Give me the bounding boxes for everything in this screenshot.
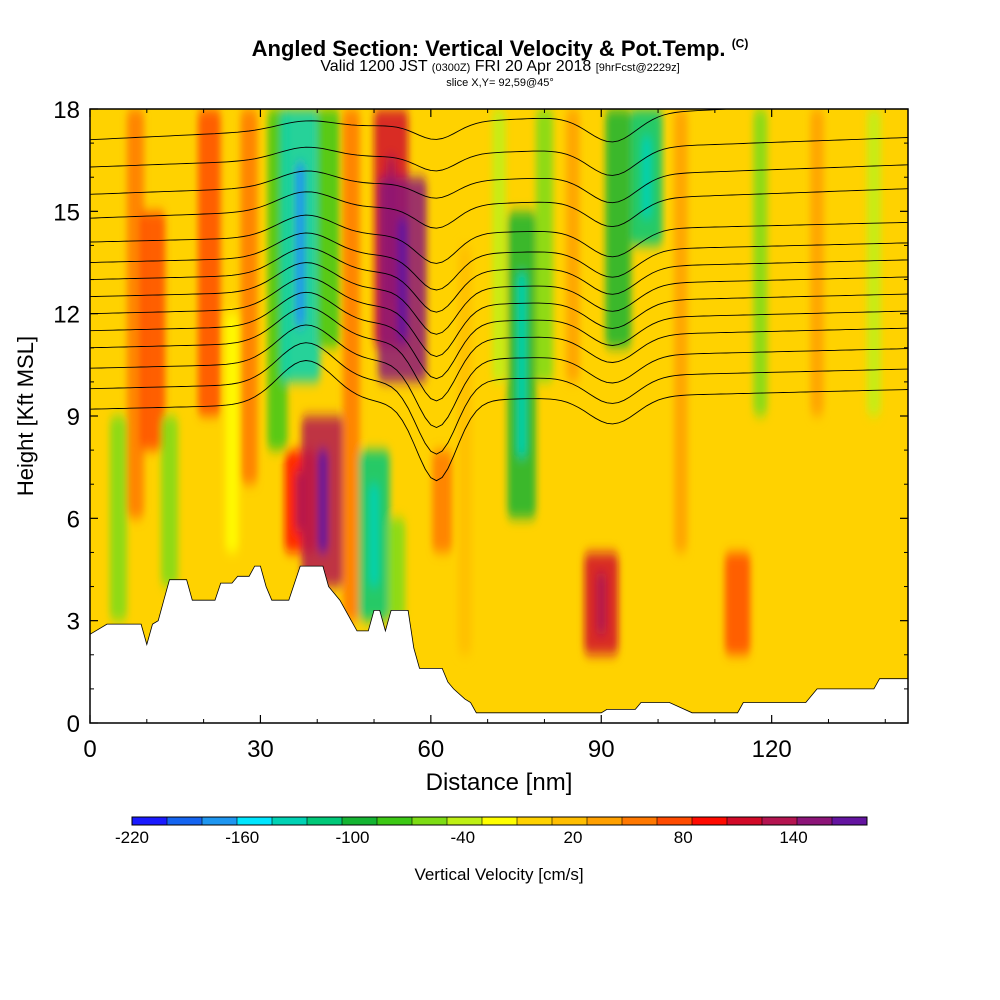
colorbar-swatch (622, 817, 658, 825)
velocity-column-2 (139, 211, 166, 451)
theta-isoline-13 (90, 109, 739, 143)
velocity-core-25 (641, 136, 652, 219)
y-tick-label: 3 (67, 609, 80, 636)
velocity-column-5 (225, 313, 239, 553)
velocity-column-3 (161, 416, 179, 587)
chart-subtitle: Valid 1200 JST (0300Z) FRI 20 Apr 2018 [… (320, 58, 680, 75)
colorbar-swatch (832, 817, 868, 825)
theta-isoline-1 (90, 342, 908, 455)
colorbar-swatch (552, 817, 588, 825)
chart-title: Angled Section: Vertical Velocity & Pot.… (251, 36, 749, 61)
terrain (89, 565, 909, 724)
colorbar-tick-label: 80 (674, 828, 693, 847)
colorbar-swatch (342, 817, 378, 825)
velocity-column-28 (753, 109, 768, 416)
colorbar-swatch (132, 817, 168, 825)
theta-isoline-11 (90, 164, 908, 204)
x-axis-label: Distance [nm] (426, 769, 573, 796)
colorbar-swatch (167, 817, 203, 825)
theta-isoline-2 (90, 324, 908, 428)
x-tick-label: 30 (247, 736, 274, 763)
x-tick-label: 60 (417, 736, 444, 763)
velocity-column-6 (240, 109, 258, 485)
y-tick-label: 15 (53, 199, 80, 226)
colorbar-tick-label: -220 (115, 828, 149, 847)
theta-isoline-0 (90, 360, 908, 482)
colorbar-tick-label: 140 (779, 828, 807, 847)
colorbar-swatch (202, 817, 238, 825)
colorbar-swatch (447, 817, 483, 825)
y-tick-label: 0 (67, 711, 80, 738)
theta-isoline-12 (90, 137, 908, 176)
theta-isoline-4 (90, 291, 908, 380)
velocity-column-21 (535, 109, 553, 382)
colorbar-swatch (482, 817, 518, 825)
velocity-column-24 (605, 109, 632, 348)
colorbar-swatch (377, 817, 413, 825)
theta-isoline-10 (90, 188, 908, 229)
colorbar-swatch (272, 817, 308, 825)
x-tick-label: 0 (83, 736, 96, 763)
colorbar-label: Vertical Velocity [cm/s] (414, 865, 583, 884)
theta-isoline-3 (90, 306, 908, 402)
velocity-column-0 (109, 416, 127, 621)
velocity-column-19 (492, 109, 506, 382)
theta-isoline-7 (90, 247, 908, 313)
colorbar-swatch (412, 817, 448, 825)
colorbar-swatch (797, 817, 833, 825)
velocity-column-17 (432, 450, 453, 553)
velocity-column-16 (388, 518, 406, 621)
colorbar-swatch (692, 817, 728, 825)
velocity-core-15 (397, 218, 408, 341)
colorbar-swatch (727, 817, 763, 825)
colorbar-swatch (307, 817, 343, 825)
y-tick-label: 18 (53, 97, 80, 124)
colorbar: -220 -160 -100 -40 20 80 140 (115, 816, 868, 847)
axes: 0 30 60 90 120 0 3 6 9 12 15 18 (53, 97, 908, 763)
x-tick-label: 120 (752, 736, 792, 763)
velocity-core-10 (317, 450, 329, 553)
velocity-core-23 (596, 572, 607, 635)
velocity-column-11 (317, 109, 340, 348)
theta-contours (90, 109, 908, 482)
theta-isoline-6 (90, 262, 908, 335)
velocity-core-13 (368, 484, 380, 587)
colorbar-swatch (587, 817, 623, 825)
velocity-column-12 (342, 109, 360, 621)
y-tick-label: 9 (67, 404, 80, 431)
theta-isoline-5 (90, 276, 908, 357)
y-tick-label: 6 (67, 506, 80, 533)
colorbar-tick-label: 20 (564, 828, 583, 847)
velocity-column-30 (867, 109, 881, 416)
velocity-core-20 (516, 272, 527, 457)
y-axis-label: Height [Kft MSL] (13, 336, 38, 496)
colorbar-tick-label: -100 (335, 828, 369, 847)
colorbar-swatch (657, 817, 693, 825)
velocity-column-22 (566, 109, 580, 382)
y-tick-label: 12 (53, 302, 80, 329)
terrain-mask (89, 565, 909, 724)
velocity-column-18 (458, 245, 472, 655)
velocity-column-26 (673, 109, 688, 553)
chart-slice-label: slice X,Y= 92,59@45° (446, 77, 554, 89)
title-units-tag: (C) (731, 36, 749, 51)
colorbar-tick-label: -160 (225, 828, 259, 847)
theta-isoline-8 (90, 232, 908, 291)
colorbar-swatch (762, 817, 798, 825)
velocity-columns (109, 109, 881, 655)
theta-isoline-9 (90, 214, 908, 264)
velocity-core-8 (295, 163, 306, 328)
colorbar-tick-label: -40 (450, 828, 475, 847)
x-tick-label: 90 (588, 736, 615, 763)
colorbar-swatch (237, 817, 273, 825)
velocity-column-4 (197, 109, 221, 416)
colorbar-swatch (517, 817, 553, 825)
velocity-column-27 (724, 552, 751, 655)
